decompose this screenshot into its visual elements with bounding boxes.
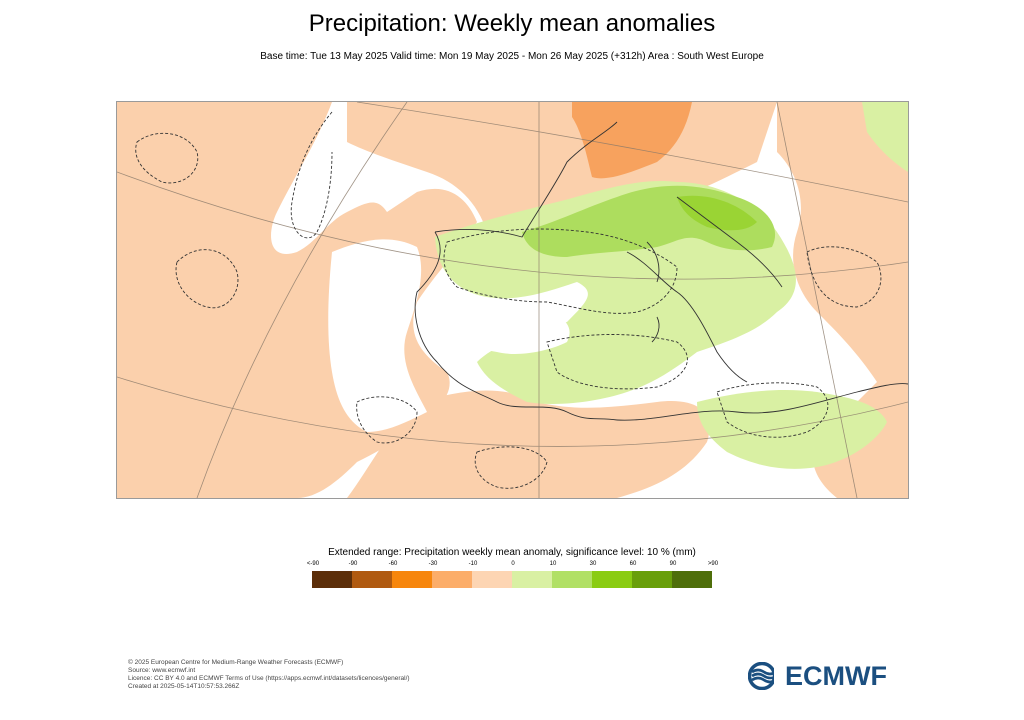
footer-line: Created at 2025-05-14T10:57:53.266Z [128,683,240,690]
ecmwf-logo-icon [748,662,782,690]
map-gridlines [117,102,908,498]
legend-swatch-0 [312,571,352,588]
legend-tick: -30 [428,561,438,567]
ecmwf-logo-text: ECMWF [785,660,887,691]
legend-tick: 60 [629,561,637,567]
page-title: Precipitation: Weekly mean anomalies [308,10,716,37]
legend-swatch-1 [352,571,392,588]
legend-title: Extended range: Precipitation weekly mea… [328,547,696,558]
legend-tick: 90 [669,561,677,567]
footer-line: © 2025 European Centre for Medium-Range … [128,659,344,666]
footer-credits: © 2025 European Centre for Medium-Range … [128,659,410,691]
legend-swatch-7 [592,571,632,588]
anomaly-map [116,101,909,499]
region-iberia-neutral [328,239,427,432]
legend-colorbar [312,571,712,588]
ecmwf-logo: ECMWF [748,660,887,691]
legend-tick-labels: <-90 -90 -60 -30 -10 0 10 30 60 90 >90 [0,561,1024,571]
region-northern-france [572,102,692,179]
coastlines [414,121,908,421]
map-canvas [117,102,908,498]
legend-swatch-5 [512,571,552,588]
legend-swatch-6 [552,571,592,588]
legend-tick: -60 [388,561,398,567]
legend-tick: 10 [549,561,557,567]
legend-tick: <-90 [306,561,320,567]
legend-tick: 0 [511,561,515,567]
legend-tick: 30 [589,561,597,567]
legend-swatch-2 [392,571,432,588]
page-subtitle: Base time: Tue 13 May 2025 Valid time: M… [260,51,764,62]
region-adriatic-core [677,195,757,231]
legend-tick: -90 [348,561,358,567]
region-aegean-positive [862,102,908,172]
region-north-africa-negative [347,390,710,498]
footer-line: Licence: CC BY 4.0 and ECMWF Terms of Us… [128,675,410,682]
significance-contours [135,111,882,489]
region-central-iberia-neutral [437,299,570,354]
legend-swatch-3 [432,571,472,588]
legend-swatch-4 [472,571,512,588]
legend-tick: -10 [468,561,478,567]
legend-swatch-8 [632,571,672,588]
legend-swatch-9 [672,571,712,588]
region-balkans-negative [777,102,908,498]
footer-line: Source: www.ecmwf.int [128,667,196,674]
legend-tick: >90 [707,561,719,567]
